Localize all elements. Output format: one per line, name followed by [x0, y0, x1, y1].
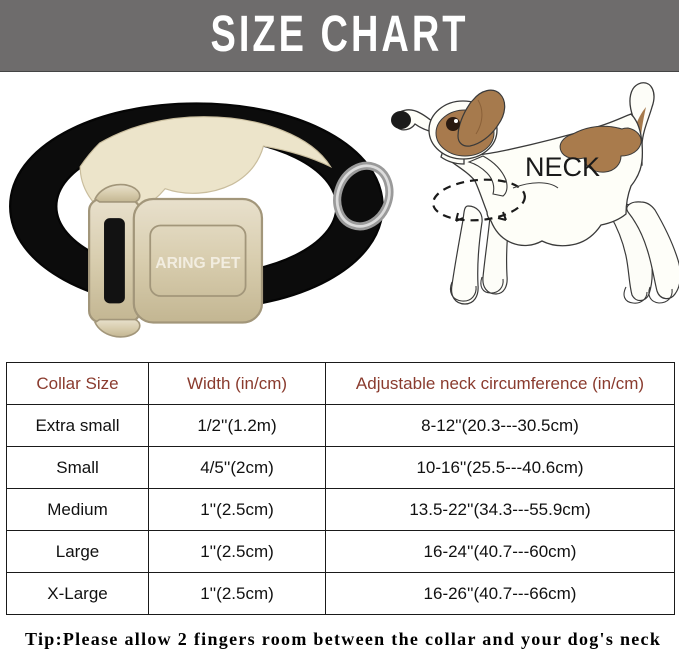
svg-text:NECK: NECK — [525, 152, 600, 182]
svg-text:ARING PET: ARING PET — [155, 255, 241, 272]
